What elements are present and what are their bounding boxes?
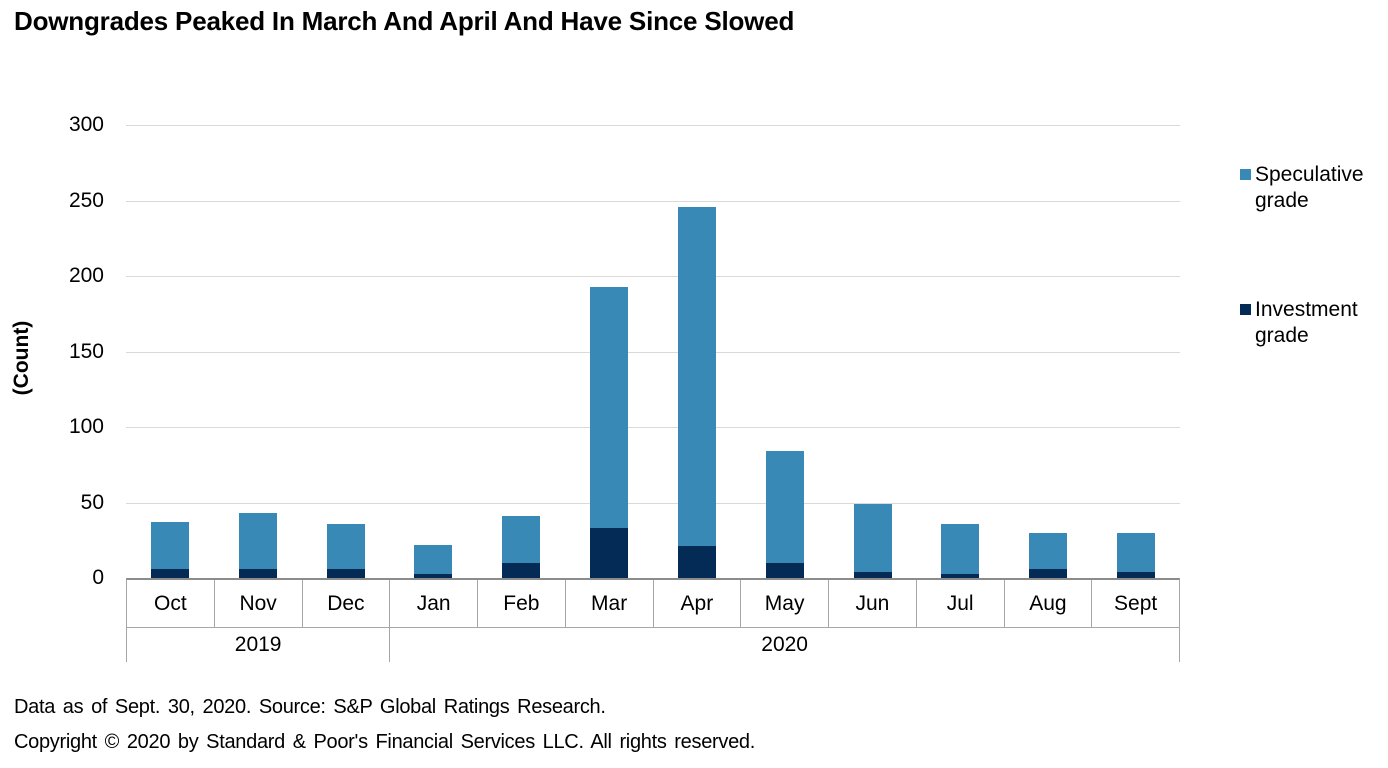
bar-cell-dec xyxy=(302,125,390,578)
month-label-jul: Jul xyxy=(917,580,1005,627)
gridline xyxy=(126,200,1180,202)
bar-cell-jan xyxy=(389,125,477,578)
bar-segment-investment xyxy=(238,568,277,578)
stacked-bar-apr xyxy=(677,206,716,578)
y-tick-label: 100 xyxy=(68,415,104,438)
y-tick-label: 250 xyxy=(68,188,104,212)
stacked-bar-jan xyxy=(414,544,453,578)
source-note: Data as of Sept. 30, 2020. Source: S&P G… xyxy=(14,696,606,718)
month-label-apr: Apr xyxy=(654,580,742,627)
bar-segment-investment xyxy=(765,562,804,578)
x-axis-year-row: 2019 2020 xyxy=(126,628,1180,662)
stacked-bar-mar xyxy=(590,286,629,578)
x-axis-month-row: Oct Nov Dec Jan Feb Mar Apr May Jun Jul Aug Sept xyxy=(126,578,1180,628)
y-axis-title: (Count) xyxy=(10,320,33,396)
stacked-bar-jul xyxy=(941,523,980,578)
speculative-grade-swatch-icon xyxy=(1240,169,1251,180)
bar-segment-investment xyxy=(1029,568,1068,578)
bar-cell-sept xyxy=(1092,125,1180,578)
bar-segment-investment xyxy=(941,573,980,578)
year-label-2019: 2019 xyxy=(126,628,389,662)
month-label-mar: Mar xyxy=(566,580,654,627)
bar-segment-investment xyxy=(414,573,453,578)
footer: Data as of Sept. 30, 2020. Source: S&P G… xyxy=(14,695,755,765)
legend-label: Investment grade xyxy=(1255,298,1358,347)
month-label-jun: Jun xyxy=(829,580,917,627)
plot-area xyxy=(126,125,1180,578)
month-label-jan: Jan xyxy=(390,580,478,627)
bar-cell-jun xyxy=(829,125,917,578)
bar-segment-investment xyxy=(853,572,892,578)
stacked-bar-jun xyxy=(853,504,892,578)
gridline xyxy=(126,427,1180,428)
bar-cell-oct xyxy=(126,125,214,578)
legend-entry-investment: Investment grade xyxy=(1240,297,1386,349)
legend-label: Speculative grade xyxy=(1255,163,1364,212)
x-axis: Oct Nov Dec Jan Feb Mar Apr May Jun Jul Aug Sept 20… xyxy=(126,578,1180,662)
bar-segment-speculative xyxy=(1029,532,1068,569)
y-tick-label: 200 xyxy=(68,264,104,287)
bar-series xyxy=(126,125,1180,578)
gridline xyxy=(126,125,1180,126)
stacked-bar-may xyxy=(765,451,804,578)
bar-cell-jul xyxy=(916,125,1004,578)
bar-segment-speculative xyxy=(502,516,541,563)
bar-segment-speculative xyxy=(238,513,277,569)
month-label-sept: Sept xyxy=(1114,591,1158,615)
y-tick-label: 50 xyxy=(80,490,104,514)
stacked-bar-sept xyxy=(1117,532,1156,578)
year-label-2020: 2020 xyxy=(389,628,1179,662)
month-label-dec: Dec xyxy=(303,580,391,627)
gridline xyxy=(126,502,1180,504)
bar-segment-speculative xyxy=(150,522,189,569)
gridline xyxy=(126,351,1180,353)
y-tick-label: 0 xyxy=(92,566,104,589)
stacked-bar-dec xyxy=(326,523,365,578)
bar-segment-speculative xyxy=(326,523,365,569)
bar-cell-mar xyxy=(565,125,653,578)
gridline xyxy=(126,276,1180,277)
bar-segment-speculative xyxy=(853,504,892,572)
month-label-aug: Aug xyxy=(1005,580,1093,627)
month-label-may: May xyxy=(741,580,829,627)
bar-segment-investment xyxy=(1117,572,1156,578)
bar-segment-speculative xyxy=(677,206,716,547)
bar-cell-apr xyxy=(653,125,741,578)
legend-entry-speculative: Speculative grade xyxy=(1240,162,1386,214)
bar-cell-aug xyxy=(1004,125,1092,578)
month-label-oct: Oct xyxy=(127,580,215,627)
copyright-note: Copyright © 2020 by Standard & Poor's Fi… xyxy=(14,731,755,753)
chart-title: Downgrades Peaked In March And April And… xyxy=(14,6,795,36)
bar-cell-feb xyxy=(477,125,565,578)
bar-cell-may xyxy=(741,125,829,578)
y-tick-label: 300 xyxy=(68,113,104,136)
stacked-bar-aug xyxy=(1029,532,1068,578)
bar-segment-investment xyxy=(590,528,629,578)
bar-segment-speculative xyxy=(1117,532,1156,572)
bar-segment-investment xyxy=(502,562,541,578)
bar-segment-investment xyxy=(150,568,189,578)
stacked-bar-feb xyxy=(502,516,541,578)
stacked-bar-oct xyxy=(150,522,189,578)
month-label-feb: Feb xyxy=(478,580,566,627)
bar-segment-speculative xyxy=(590,286,629,529)
y-tick-label: 150 xyxy=(68,339,104,363)
bar-segment-speculative xyxy=(765,451,804,563)
bar-segment-investment xyxy=(677,546,716,578)
bar-cell-nov xyxy=(214,125,302,578)
bar-segment-investment xyxy=(326,568,365,578)
investment-grade-swatch-icon xyxy=(1240,304,1251,315)
month-label-nov: Nov xyxy=(215,580,303,627)
stacked-bar-nov xyxy=(238,513,277,578)
bar-segment-speculative xyxy=(941,523,980,574)
bar-segment-speculative xyxy=(414,544,453,574)
